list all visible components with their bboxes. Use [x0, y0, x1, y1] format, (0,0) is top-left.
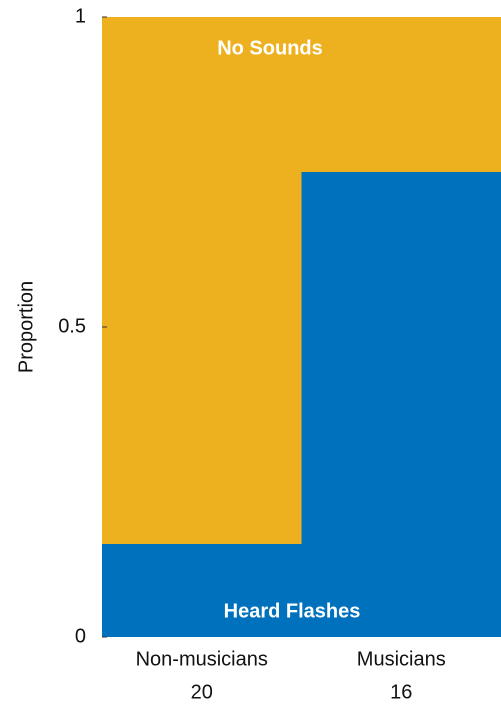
- y-tick-label: 0.5: [58, 315, 86, 337]
- bar-segment: [302, 172, 501, 637]
- count-label: 16: [390, 681, 412, 703]
- count-label: 20: [191, 681, 213, 703]
- x-tick-label: Non-musicians: [136, 648, 268, 670]
- y-tick-label: 0: [75, 625, 86, 647]
- series-label: No Sounds: [217, 37, 323, 59]
- y-axis-label: Proportion: [15, 281, 37, 373]
- bar-segment: [102, 544, 302, 637]
- series-label: Heard Flashes: [224, 600, 361, 622]
- y-tick-label: 1: [75, 5, 86, 27]
- x-tick-label: Musicians: [357, 648, 446, 670]
- bar-segment: [102, 17, 302, 544]
- bar-segment: [302, 17, 501, 172]
